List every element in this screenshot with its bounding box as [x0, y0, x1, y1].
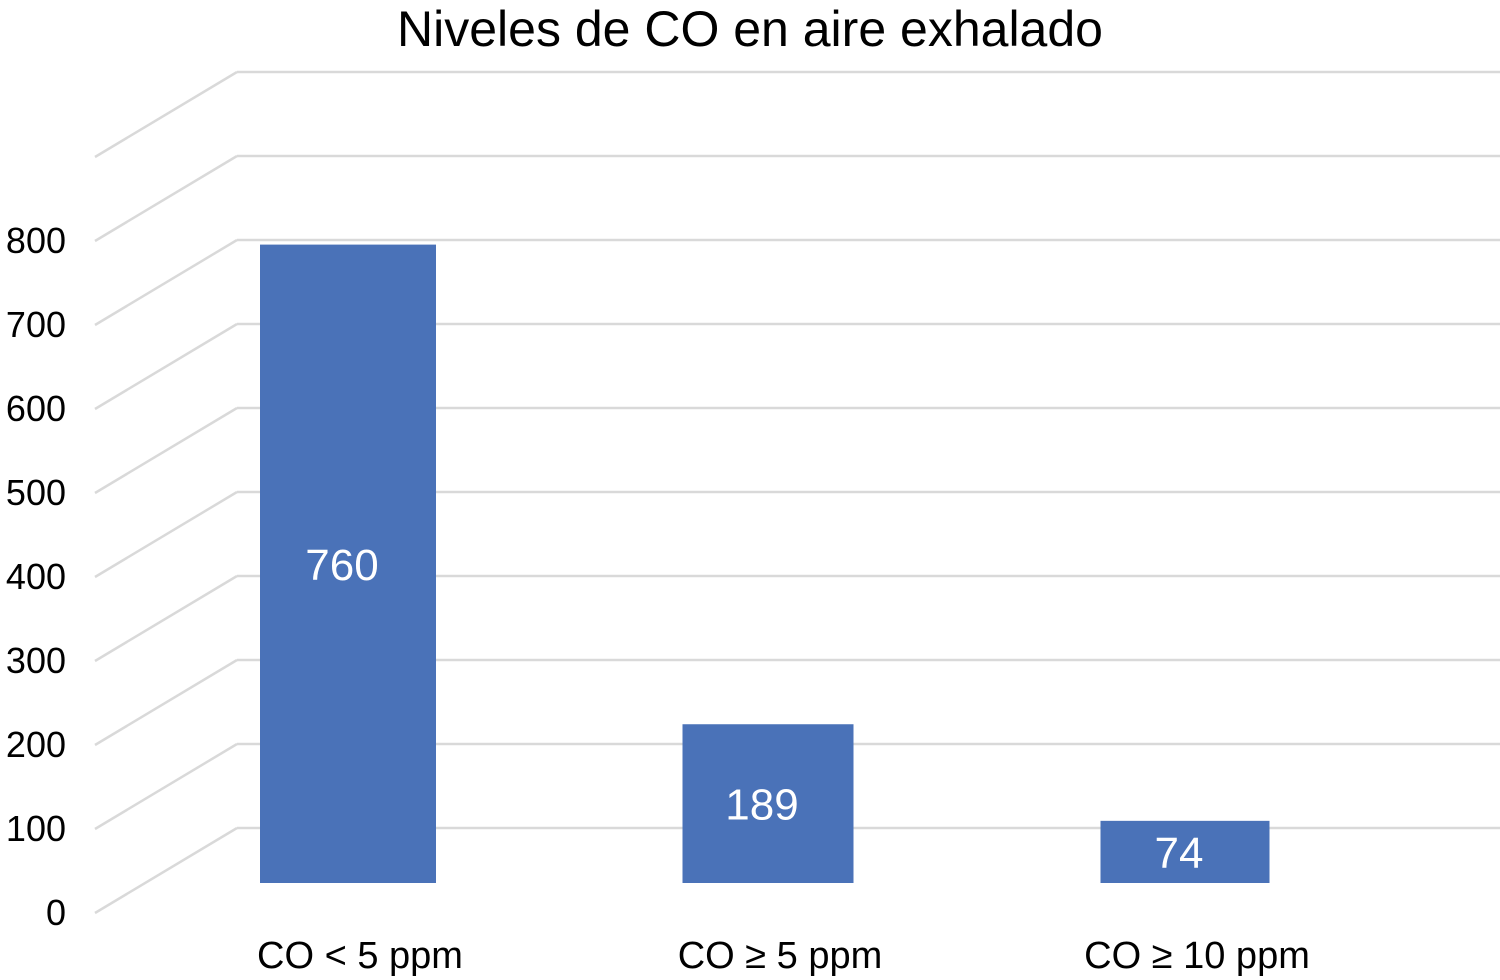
y-tick-label: 100 — [6, 808, 66, 849]
y-tick-label: 300 — [6, 640, 66, 681]
gridline-diagonal — [94, 658, 238, 747]
y-axis-tick-labels: 0 100 200 300 400 500 600 700 800 — [6, 220, 66, 933]
bar — [260, 244, 436, 884]
x-axis-category-labels: CO < 5 ppm CO ≥ 5 ppm CO ≥ 10 ppm — [257, 935, 1310, 977]
data-label: 760 — [305, 541, 378, 590]
data-label: 189 — [725, 781, 798, 830]
gridlines — [94, 70, 1500, 915]
bars — [260, 244, 1270, 884]
y-tick-label: 400 — [6, 556, 66, 597]
gridline-diagonal — [94, 490, 238, 579]
gridline-diagonal — [94, 826, 238, 915]
gridline-diagonal — [94, 574, 238, 663]
gridline-diagonal — [94, 238, 238, 327]
x-category-label: CO ≥ 5 ppm — [678, 935, 883, 977]
y-tick-label: 700 — [6, 304, 66, 345]
gridline-diagonal — [94, 322, 238, 411]
gridline-diagonal — [94, 406, 238, 495]
gridline-diagonal — [94, 742, 238, 831]
x-category-label: CO ≥ 10 ppm — [1084, 935, 1310, 977]
y-tick-label: 600 — [6, 388, 66, 429]
chart-title: Niveles de CO en aire exhalado — [397, 1, 1103, 57]
bar — [1100, 820, 1270, 883]
gridline-diagonal — [94, 70, 238, 159]
y-tick-label: 800 — [6, 220, 66, 261]
y-tick-label: 200 — [6, 724, 66, 765]
data-label: 74 — [1155, 829, 1204, 878]
bar — [682, 724, 854, 883]
y-tick-label: 0 — [46, 892, 66, 933]
data-labels: 760 189 74 — [305, 541, 1203, 878]
y-tick-label: 500 — [6, 472, 66, 513]
x-category-label: CO < 5 ppm — [257, 935, 463, 977]
gridline-diagonal — [94, 154, 238, 243]
